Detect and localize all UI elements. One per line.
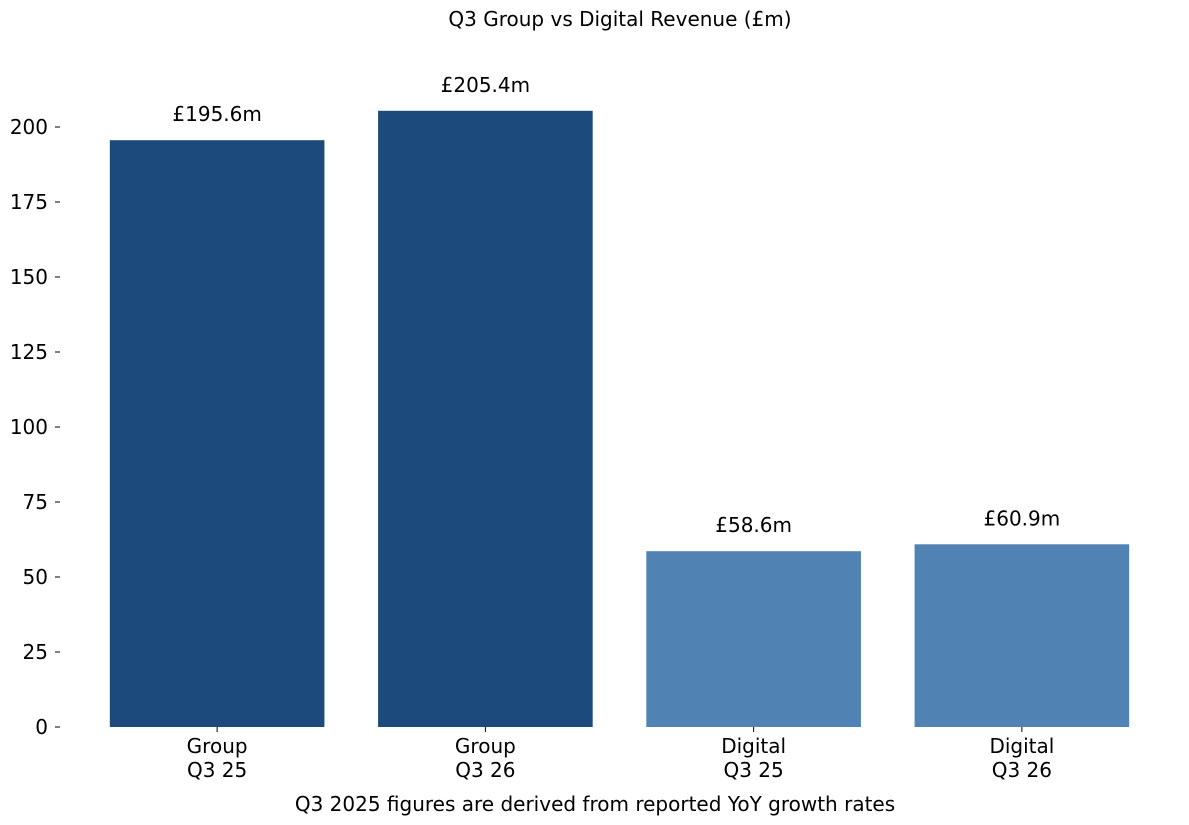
y-tick-label: 150 xyxy=(10,265,48,289)
bar-value-label: £60.9m xyxy=(984,506,1061,530)
bar xyxy=(646,551,861,727)
bar-value-label: £195.6m xyxy=(172,102,261,126)
bar xyxy=(914,544,1130,727)
x-tick-label: Q3 25 xyxy=(723,758,783,782)
bar-value-label: £205.4m xyxy=(441,73,530,97)
chart-title: Q3 Group vs Digital Revenue (£m) xyxy=(448,7,791,31)
bar xyxy=(378,110,593,728)
y-tick-label: 175 xyxy=(10,190,48,214)
y-tick-label: 75 xyxy=(23,490,48,514)
y-tick-label: 200 xyxy=(10,115,48,139)
x-tick-label: Group xyxy=(455,734,516,758)
y-tick-label: 25 xyxy=(23,640,48,664)
y-tick-label: 0 xyxy=(35,715,48,739)
x-tick-label: Q3 25 xyxy=(187,758,247,782)
bars-group: £195.6m £205.4m £58.6m £60.9m xyxy=(109,73,1130,728)
x-tick-label: Q3 26 xyxy=(992,758,1052,782)
x-axis-label: Q3 2025 figures are derived from reporte… xyxy=(295,792,895,816)
y-tick-label: 125 xyxy=(10,340,48,364)
x-tick-label: Group xyxy=(187,734,248,758)
x-tick-label: Digital xyxy=(721,734,786,758)
bar xyxy=(109,140,325,727)
y-tick-label: 50 xyxy=(23,565,48,589)
y-tick-label: 100 xyxy=(10,415,48,439)
y-axis: 0 25 50 75 100 125 150 175 200 xyxy=(10,115,60,739)
bar-value-label: £58.6m xyxy=(715,513,792,537)
x-tick-label: Digital xyxy=(989,734,1054,758)
x-tick-label: Q3 26 xyxy=(455,758,515,782)
